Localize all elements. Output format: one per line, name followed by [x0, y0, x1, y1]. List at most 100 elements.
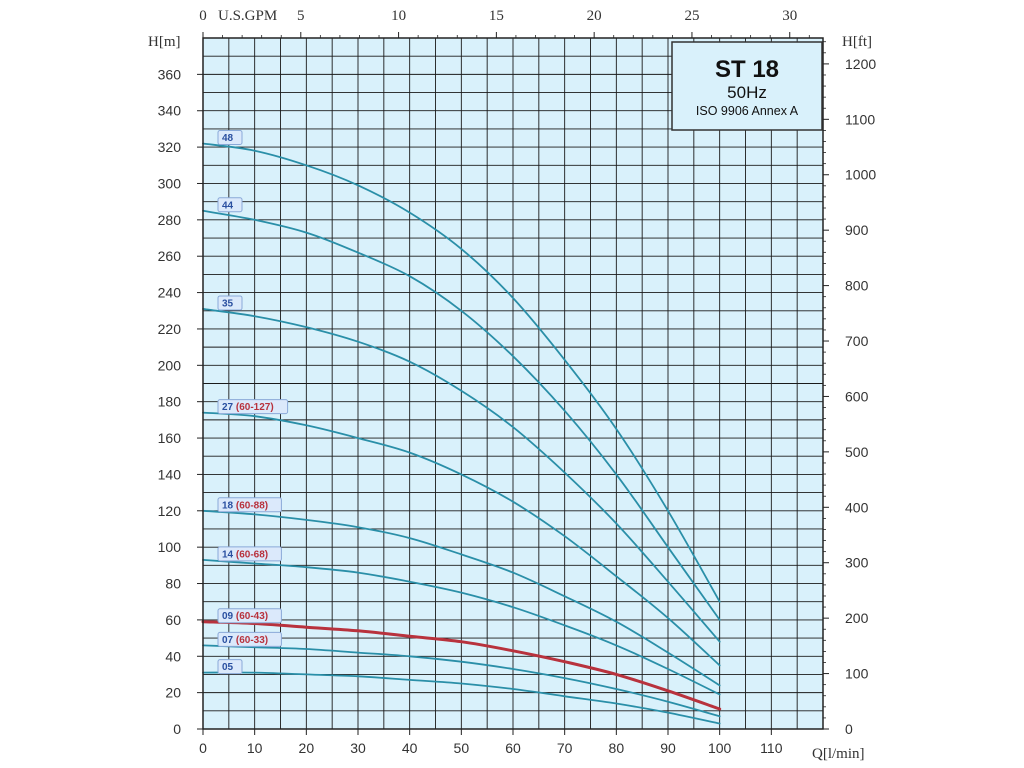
- gpm-tick-label: 30: [782, 8, 797, 24]
- curve-label-box: [217, 197, 243, 213]
- gpm-tick-label: 20: [587, 8, 602, 24]
- y-tick-label: 140: [158, 466, 182, 482]
- curve-label-stage: 44: [222, 200, 234, 211]
- gpm-tick-label: 10: [391, 8, 406, 24]
- x-tick-label: 20: [299, 740, 315, 756]
- gpm-tick-label: 5: [297, 8, 305, 24]
- curve-label-stage: 14: [222, 549, 234, 560]
- ft-tick-label: 700: [845, 333, 869, 349]
- curves: [201, 142, 722, 725]
- curve-35: [202, 308, 721, 643]
- curve-label-14: 14 (60-68): [222, 549, 268, 560]
- y-tick-label: 60: [165, 612, 181, 628]
- y-tick-label: 200: [158, 357, 182, 373]
- gpm-tick-label: 25: [684, 8, 699, 24]
- curve-07: [202, 644, 721, 718]
- curve-label-model: (60-43): [233, 611, 268, 622]
- curve-48: [202, 142, 721, 603]
- grid: [202, 37, 824, 730]
- y-tick-label: 240: [158, 285, 182, 301]
- ft-tick-label: 1200: [845, 56, 876, 72]
- chart-title: ST 18: [715, 56, 779, 83]
- ft-tick-label: 500: [845, 444, 869, 460]
- x-tick-label: 70: [557, 740, 573, 756]
- curve-27: [202, 411, 721, 667]
- ft-tick-label: 0: [845, 721, 853, 737]
- curve-label-stage: 05: [222, 662, 234, 673]
- curve-label-box: [217, 399, 289, 415]
- curve-labels: 48 44 35 27 (60-127) 18 (60-88) 14 (60-68) 09 …: [217, 129, 289, 675]
- x-tick-label: 50: [454, 740, 470, 756]
- y-tick-label: 260: [158, 248, 182, 264]
- y-tick-label: 300: [158, 175, 182, 191]
- curve-label-07: 07 (60-33): [222, 635, 268, 646]
- curve-label-model: (60-88): [233, 500, 268, 511]
- curve-label-18: 18 (60-88): [222, 500, 268, 511]
- gpm-tick-label: 15: [489, 8, 504, 24]
- curve-label-05: 05: [222, 662, 234, 673]
- curve-label-stage: 18: [222, 500, 234, 511]
- y-axis-right-label: H[ft]: [842, 34, 872, 50]
- curve-label-35: 35: [222, 298, 234, 309]
- y-tick-label: 100: [158, 539, 182, 555]
- top-axis-label: U.S.GPM: [218, 8, 277, 24]
- curve-label-44: 44: [222, 200, 234, 211]
- x-tick-label: 40: [402, 740, 418, 756]
- curve-label-box: [217, 631, 282, 647]
- x-tick-label: 110: [760, 740, 783, 756]
- y-tick-label: 160: [158, 430, 182, 446]
- title-box: ST 18 50Hz ISO 9906 Annex A: [671, 41, 823, 131]
- y-tick-label: 20: [165, 685, 181, 701]
- curve-44: [202, 209, 721, 621]
- x-axis-label: Q[l/min]: [812, 746, 865, 762]
- x-tick-label: 10: [247, 740, 263, 756]
- y-tick-label: 40: [165, 648, 181, 664]
- y-tick-label: 340: [158, 103, 182, 119]
- ft-tick-label: 400: [845, 499, 869, 515]
- curve-14: [202, 559, 721, 696]
- ft-tick-label: 800: [845, 278, 869, 294]
- x-tick-label: 0: [199, 740, 207, 756]
- curve-label-box: [217, 295, 243, 311]
- gpm-tick-label: 0: [199, 8, 207, 24]
- y-axis-left-label: H[m]: [148, 34, 181, 50]
- y-tick-label: 280: [158, 212, 182, 228]
- y-tick-label: 360: [158, 66, 182, 82]
- curve-label-stage: 35: [222, 298, 234, 309]
- curve-label-09: 09 (60-43): [222, 611, 268, 622]
- ft-tick-label: 1000: [845, 167, 876, 183]
- y-tick-label: 80: [165, 576, 181, 592]
- curve-09: [201, 620, 722, 711]
- curve-label-model: (60-68): [233, 549, 268, 560]
- y-tick-label: 220: [158, 321, 182, 337]
- ft-tick-label: 900: [845, 222, 869, 238]
- curve-label-box: [217, 129, 243, 145]
- x-tick-label: 80: [609, 740, 625, 756]
- chart-note: ISO 9906 Annex A: [696, 104, 799, 118]
- x-tick-label: 60: [505, 740, 521, 756]
- chart-subtitle: 50Hz: [727, 83, 767, 102]
- ft-tick-label: 300: [845, 555, 869, 571]
- y-tick-label: 320: [158, 139, 182, 155]
- curve-label-stage: 07: [222, 635, 234, 646]
- curve-label-model: (60-33): [233, 635, 268, 646]
- x-tick-label: 90: [660, 740, 676, 756]
- curve-label-box: [217, 659, 243, 675]
- curve-label-stage: 09: [222, 611, 234, 622]
- ft-tick-label: 1100: [845, 111, 875, 127]
- curve-label-model: (60-127): [233, 402, 274, 413]
- ft-tick-label: 600: [845, 388, 869, 404]
- x-tick-label: 30: [350, 740, 366, 756]
- curve-label-48: 48: [222, 133, 234, 144]
- curve-label-stage: 27: [222, 402, 234, 413]
- y-tick-label: 120: [158, 503, 182, 519]
- curve-label-box: [217, 497, 282, 513]
- curve-18: [202, 509, 721, 687]
- curve-label-27: 27 (60-127): [222, 402, 274, 413]
- ft-tick-label: 100: [845, 666, 869, 682]
- curve-05: [202, 671, 721, 725]
- y-tick-label: 180: [158, 394, 182, 410]
- curve-label-box: [217, 608, 282, 624]
- ft-tick-label: 200: [845, 610, 869, 626]
